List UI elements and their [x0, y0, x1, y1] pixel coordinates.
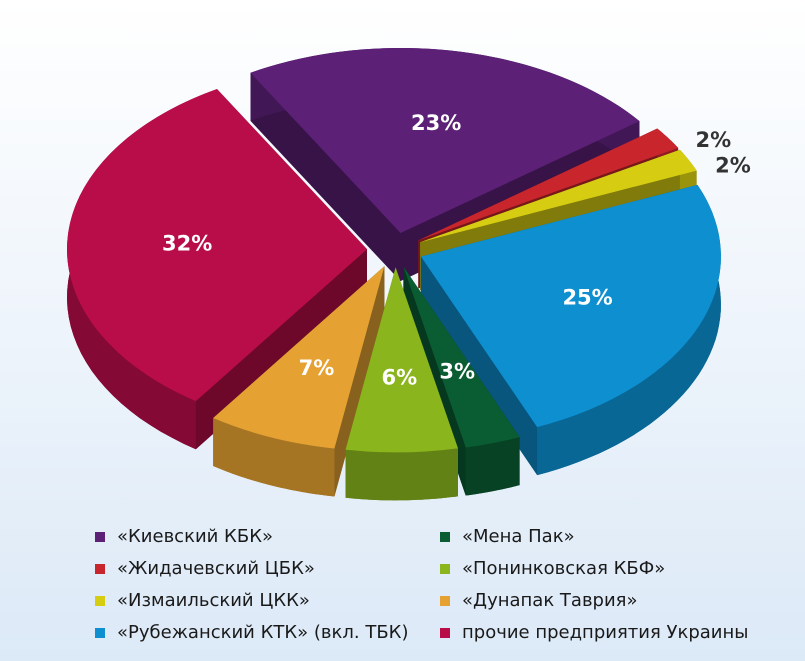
slice: [418, 128, 679, 241]
value-label: 2%: [715, 154, 751, 178]
slice-group: [345, 267, 458, 501]
legend-swatch: [95, 564, 105, 574]
slice-side: [345, 448, 458, 501]
value-label: 6%: [382, 365, 418, 389]
slice-group: [67, 89, 368, 450]
slice: [420, 184, 721, 428]
slice: [67, 89, 368, 402]
value-label: 2%: [695, 128, 731, 152]
slice-side: [537, 184, 721, 476]
value-label: 25%: [562, 285, 612, 309]
slice: [420, 149, 697, 243]
slice-side: [465, 437, 520, 496]
value-label: 32%: [162, 232, 212, 256]
value-label: 7%: [299, 356, 335, 380]
slice: [345, 267, 458, 453]
legend-swatch: [95, 532, 105, 542]
legend-text: «Рубежанский КТК» (вкл. ТБК): [117, 622, 408, 643]
legend-text: «Киевский КБК»: [117, 526, 273, 547]
legend-swatch: [440, 628, 450, 638]
legend-text: «Мена Пак»: [462, 526, 575, 547]
value-label: 3%: [439, 359, 475, 383]
slice-wall: [250, 72, 401, 281]
legend-swatch: [95, 628, 105, 638]
legend-text: «Жидачевский ЦБК»: [117, 558, 315, 579]
value-label: 23%: [411, 111, 461, 135]
legend-swatch: [440, 564, 450, 574]
slice-group: [403, 266, 520, 496]
legend-swatch: [440, 532, 450, 542]
legend-text: прочие предприятия Украины: [462, 622, 748, 643]
slice: [250, 47, 640, 233]
slice: [213, 266, 385, 449]
slice-group: [213, 266, 385, 497]
legend-text: «Измаильский ЦКК»: [117, 590, 310, 611]
legend-text: «Понинковская КБФ»: [462, 558, 665, 579]
slice-side: [213, 418, 335, 497]
legend-swatch: [95, 596, 105, 606]
legend-swatch: [440, 596, 450, 606]
legend-text: «Дунапак Таврия»: [462, 590, 638, 611]
slice: [403, 266, 520, 448]
